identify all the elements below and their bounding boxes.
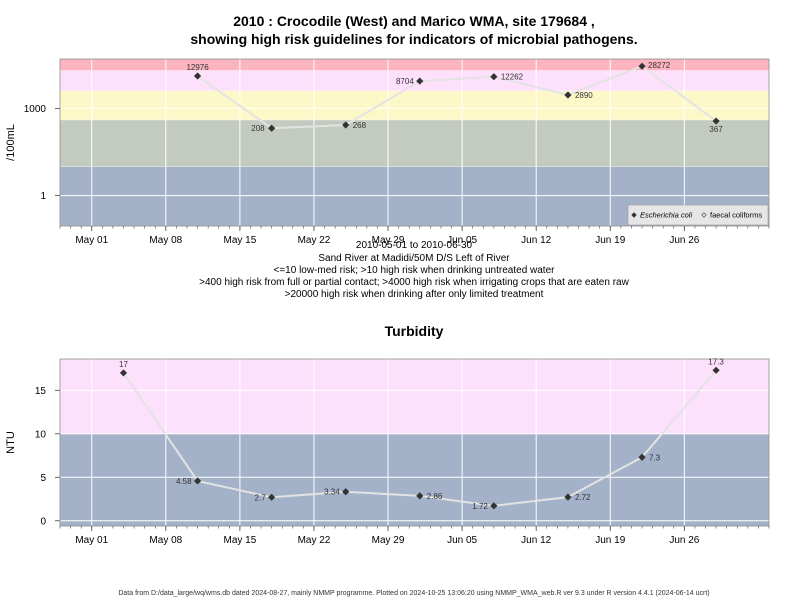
data-point [119,369,128,377]
data-point [564,91,572,99]
data-point [490,73,498,81]
y-tick-label: 1 [40,191,46,202]
turbidity-chart-title: Turbidity [385,323,444,339]
caption-line: 2010-05-01 to 2010-06-30 [356,240,473,251]
data-point [712,366,720,374]
data-label: 7.3 [649,453,661,462]
x-tick-label: May 01 [75,235,108,246]
data-label: 1.72 [472,502,488,511]
data-label: 28272 [648,61,671,70]
y-axis-label: NTU [5,431,17,454]
figure-footer: Data from D:/data_large/wq/wms.db dated … [118,590,709,597]
data-label: 12262 [501,73,524,82]
x-tick-label: May 15 [223,235,256,246]
data-label: 2890 [575,91,593,100]
data-point [193,72,202,80]
figure-title-line2: showing high risk guidelines for indicat… [190,31,637,47]
data-point [342,121,350,129]
figure-caption: 2010-05-01 to 2010-06-30 Sand River at M… [199,240,629,300]
y-tick-label: 5 [40,473,46,484]
data-point [564,493,572,501]
legend-box [627,204,769,226]
data-point [193,477,202,485]
y-tick-label: 10 [35,429,47,440]
plot-frame [59,358,770,527]
data-point [638,62,646,70]
data-label: 2.86 [427,492,443,501]
risk-band [60,59,769,71]
data-point [416,77,424,85]
data-point [638,453,646,461]
x-tick-label: Jun 12 [521,235,551,246]
data-label: 268 [353,121,367,130]
data-label: 4.58 [176,477,192,486]
figure-title-line1: 2010 : Crocodile (West) and Marico WMA, … [233,13,595,29]
x-tick-label: Jun 19 [595,535,625,546]
risk-band [60,359,769,434]
x-tick-label: May 08 [149,235,182,246]
x-tick-label: May 01 [75,535,108,546]
turbidity-chart-panel: May 01 May 08 May 15 May 22 May 29 Jun 05 Jun … [5,357,770,546]
x-tick-label: Jun 26 [669,535,699,546]
legend-marker [631,212,637,218]
caption-line: >400 high risk from full or partial cont… [199,277,629,288]
y-tick-label: 1000 [24,104,47,115]
data-point [712,117,720,125]
legend-marker [701,212,707,218]
x-tick-label: Jun 05 [447,535,477,546]
data-label: 2.72 [575,493,591,502]
x-tick-label: Jun 05 [447,235,477,246]
caption-line: Sand River at Madidi/50M D/S Left of Riv… [318,253,510,264]
plot-frame [59,58,770,227]
data-point [268,493,276,501]
legend-entry: faecal coliforms [710,211,762,220]
data-label: 3.34 [324,488,340,497]
data-point [342,488,350,496]
risk-band [60,90,769,120]
x-tick-label: May 22 [298,235,331,246]
y-tick-label: 0 [40,516,46,527]
y-tick-label: 15 [35,386,47,397]
data-point [490,502,498,510]
legend-entry: Escherichia coli [640,211,692,220]
data-label: 12976 [186,63,209,72]
x-tick-label: Jun 26 [669,235,699,246]
data-label: 367 [709,125,723,134]
data-label: 2.7 [255,493,267,502]
data-point [268,124,276,132]
data-label: 208 [251,124,265,133]
x-tick-label: Jun 19 [595,235,625,246]
data-label: 8704 [396,77,414,86]
risk-band [60,433,769,526]
caption-line: >20000 high risk when drinking after onl… [285,289,544,300]
x-tick-label: May 29 [372,235,405,246]
ecoli-chart-panel: May 01 May 08 May 15 May 22 May 29 Jun 05 Jun … [5,58,770,246]
series-line [196,65,717,130]
x-tick-label: May 15 [223,535,256,546]
data-label: 17 [119,360,128,369]
x-tick-label: Jun 12 [521,535,551,546]
x-tick-label: May 29 [372,535,405,546]
y-axis-label: /100mL [5,124,17,161]
risk-band [60,119,769,167]
data-point [416,492,424,500]
x-tick-label: May 22 [298,535,331,546]
caption-line: <=10 low-med risk; >10 high risk when dr… [274,265,556,276]
data-label: 17.3 [708,357,724,366]
x-tick-label: May 08 [149,535,182,546]
